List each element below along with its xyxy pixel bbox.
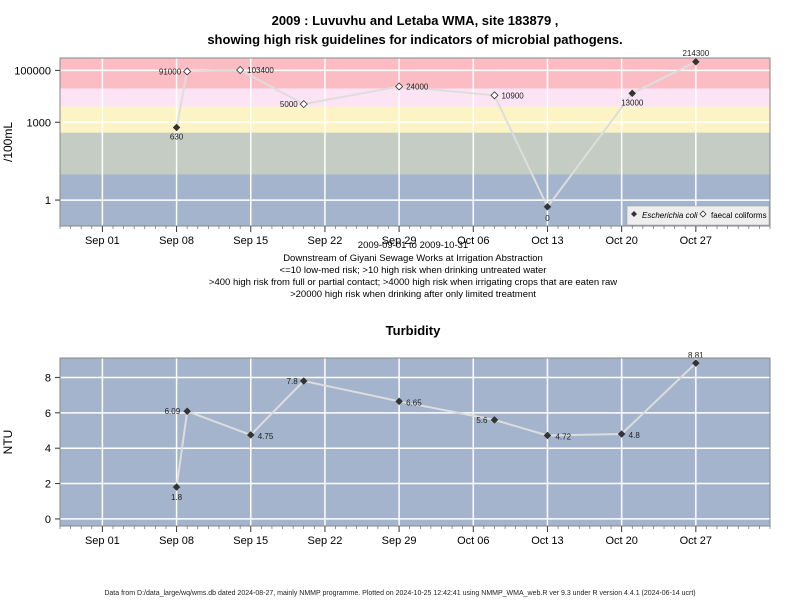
y-axis-label-turbidity: NTU bbox=[1, 430, 15, 455]
note-risk-1: <=10 low-med risk; >10 high risk when dr… bbox=[280, 265, 547, 276]
data-point bbox=[172, 483, 181, 491]
note-risk-2: >400 high risk from full or partial cont… bbox=[209, 277, 617, 288]
x-tick-label: Sep 08 bbox=[159, 535, 194, 547]
data-point bbox=[395, 397, 403, 406]
data-points: 1.8 6.09 4.75 7.8 6.65 5.6 4.72 4.8 8.81 bbox=[165, 351, 705, 502]
data-label: 6.09 bbox=[165, 407, 181, 416]
grid-lines bbox=[60, 358, 770, 526]
data-label: 4.75 bbox=[258, 432, 274, 441]
x-tick-label: Sep 15 bbox=[233, 535, 268, 547]
risk-band bbox=[60, 106, 770, 133]
x-tick-label: Sep 22 bbox=[307, 535, 342, 547]
data-point bbox=[543, 431, 552, 440]
x-tick-label: Sep 01 bbox=[85, 235, 120, 247]
plot-frame-2 bbox=[59, 357, 771, 527]
turbidity-title: Turbidity bbox=[386, 323, 441, 338]
x-tick-label: Sep 29 bbox=[382, 535, 417, 547]
plot-background-2 bbox=[60, 358, 770, 526]
x-tick-label: Oct 27 bbox=[680, 535, 712, 547]
note-date-range: 2009-09-01 to 2009-10-31 bbox=[358, 240, 468, 251]
data-label: 5000 bbox=[280, 100, 298, 109]
data-label: 7.8 bbox=[287, 377, 299, 386]
y-tick-label: 2 bbox=[45, 479, 51, 491]
legend-label-faecal: faecal coliforms bbox=[711, 211, 767, 220]
data-label: 630 bbox=[170, 132, 184, 141]
x-tick-label: Oct 13 bbox=[531, 235, 563, 247]
data-point bbox=[299, 377, 308, 385]
x-tick-label: Sep 01 bbox=[85, 535, 120, 547]
data-label: 0 bbox=[545, 214, 550, 223]
axes: Sep 01 Sep 08 Sep 15 Sep 22 Sep 29 Oct 06 Oct … bbox=[45, 372, 771, 547]
data-point bbox=[490, 416, 499, 424]
y-tick-label: 1000 bbox=[27, 117, 51, 129]
data-point bbox=[691, 57, 700, 66]
data-label: 8.81 bbox=[688, 351, 704, 360]
x-tick-label: Oct 20 bbox=[605, 535, 637, 547]
legend-marker-ecoli bbox=[631, 211, 637, 217]
data-label: 4.72 bbox=[555, 432, 571, 441]
y-tick-label: 1 bbox=[45, 195, 51, 207]
data-point bbox=[395, 82, 404, 91]
y-tick-label: 100000 bbox=[14, 65, 51, 77]
y-axis-label: /100mL bbox=[1, 122, 15, 162]
data-point bbox=[628, 89, 637, 98]
footer-source: Data from D:/data_large/wq/wms.db dated … bbox=[104, 590, 695, 597]
data-label: 13000 bbox=[621, 98, 644, 107]
data-label: 6.65 bbox=[406, 398, 422, 407]
data-point bbox=[490, 91, 499, 100]
data-point bbox=[691, 359, 700, 367]
chart-title: 2009 : Luvuvhu and Letaba WMA, site 1838… bbox=[272, 13, 559, 28]
risk-band bbox=[60, 88, 770, 107]
x-tick-label: Oct 13 bbox=[531, 535, 563, 547]
x-tick-label: Oct 20 bbox=[605, 235, 637, 247]
data-point bbox=[617, 430, 626, 438]
y-tick-label: 6 bbox=[45, 408, 51, 420]
x-tick-label: Sep 22 bbox=[307, 235, 342, 247]
data-label: 4.8 bbox=[629, 431, 641, 440]
risk-band bbox=[60, 132, 770, 175]
data-label: 24000 bbox=[406, 82, 429, 91]
note-site: Downstream of Giyani Sewage Works at Irr… bbox=[283, 253, 543, 264]
x-tick-label: Sep 29 bbox=[382, 235, 417, 247]
grid-lines bbox=[60, 58, 770, 226]
x-tick-label: Oct 06 bbox=[457, 535, 489, 547]
data-label: 214300 bbox=[682, 49, 709, 58]
legend-marker-faecal bbox=[699, 210, 707, 218]
note-risk-3: >20000 high risk when drinking after onl… bbox=[290, 289, 536, 300]
legend: Escherichia coli faecal coliforms bbox=[626, 205, 770, 226]
x-tick-label: Oct 06 bbox=[457, 235, 489, 247]
legend-label-ecoli: Escherichia coli bbox=[642, 211, 698, 220]
data-label: 91000 bbox=[159, 67, 182, 76]
plot-frame-1 bbox=[59, 57, 771, 227]
x-tick-label: Sep 08 bbox=[159, 235, 194, 247]
legend-box bbox=[626, 205, 770, 226]
x-tick-label: Oct 27 bbox=[680, 235, 712, 247]
chart-subtitle: showing high risk guidelines for indicat… bbox=[207, 32, 622, 47]
axes: Sep 01 Sep 08 Sep 15 Sep 22 Sep 29 Oct 06 Oct … bbox=[14, 65, 771, 247]
data-point bbox=[183, 67, 192, 76]
data-label: 103400 bbox=[247, 66, 274, 75]
data-point bbox=[172, 123, 181, 132]
y-tick-label: 0 bbox=[45, 514, 51, 526]
data-points: 630 0 13000 214300 91000 103400 5000 24000 10900 bbox=[159, 49, 710, 223]
y-tick-label: 4 bbox=[45, 443, 51, 455]
data-label: 5.6 bbox=[476, 416, 488, 425]
x-tick-label: Sep 15 bbox=[233, 235, 268, 247]
data-point bbox=[543, 202, 552, 211]
data-point bbox=[299, 100, 308, 109]
data-label: 10900 bbox=[501, 91, 524, 100]
data-point bbox=[236, 65, 245, 75]
data-point bbox=[246, 431, 255, 439]
data-label: 1.8 bbox=[171, 493, 183, 502]
y-tick-label: 8 bbox=[45, 372, 51, 384]
data-point bbox=[183, 407, 192, 416]
